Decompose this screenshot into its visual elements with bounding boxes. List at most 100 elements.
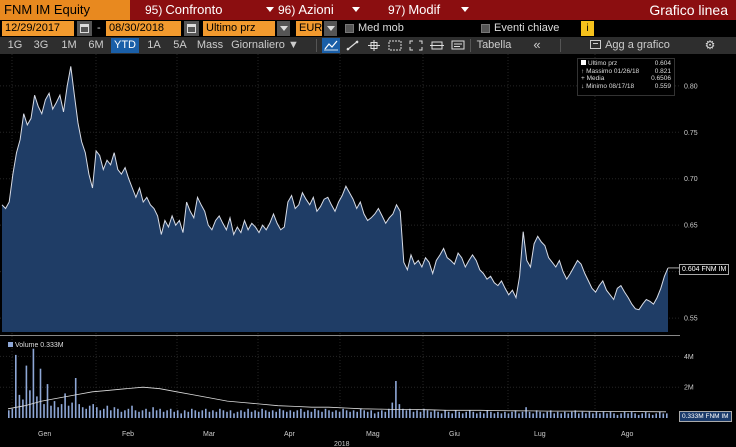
volume-bar: [328, 410, 330, 418]
volume-bar: [662, 413, 665, 418]
volume-bar: [539, 411, 541, 418]
med-mob-checkbox[interactable]: [345, 24, 354, 33]
volume-bar: [8, 410, 10, 418]
volume-bar: [74, 378, 77, 418]
volume-bar: [271, 410, 274, 418]
volume-bar: [22, 399, 24, 418]
volume-bar: [226, 411, 228, 418]
volume-bar: [191, 408, 193, 418]
menu-azioni[interactable]: 96) Azioni: [278, 0, 334, 20]
price-tick-label: 0.65: [684, 223, 698, 230]
eventi-checkbox[interactable]: [481, 24, 490, 33]
volume-bar: [585, 413, 587, 418]
volume-bar: [208, 411, 211, 418]
menu-modif[interactable]: 97) Modif: [388, 0, 440, 20]
period-select[interactable]: Giornaliero ▼: [230, 38, 300, 53]
volume-bar: [39, 368, 42, 418]
volume-bar: [282, 410, 285, 418]
volume-bar: [581, 411, 584, 418]
volume-bar: [117, 408, 119, 418]
volume-bar: [169, 408, 172, 418]
volume-bar: [623, 411, 626, 418]
volume-bar: [497, 411, 499, 418]
volume-bar: [307, 410, 309, 418]
volume-bar: [451, 413, 453, 418]
volume-bar: [264, 410, 267, 418]
tab-5a[interactable]: 5A: [173, 39, 187, 51]
volume-bar: [120, 411, 123, 418]
end-calendar-icon[interactable]: [184, 21, 199, 36]
azioni-caret-icon[interactable]: [352, 7, 360, 12]
volume-bar: [458, 411, 460, 418]
draw-tool-icon[interactable]: [344, 38, 362, 53]
gear-icon[interactable]: ⚙: [704, 38, 716, 52]
volume-bar: [247, 408, 249, 418]
tab-ytd[interactable]: YTD: [111, 38, 139, 53]
price-volume-chart[interactable]: 0.800.750.700.650.600.554M2MGenFebMarApr…: [0, 54, 736, 447]
separator: [560, 39, 561, 52]
expand-icon[interactable]: [407, 38, 425, 53]
legend-mean-marker: +: [581, 75, 587, 82]
volume-bar: [198, 411, 200, 418]
volume-bar: [423, 408, 425, 418]
price-tick-label: 0.80: [684, 83, 698, 90]
volume-bar: [50, 405, 52, 418]
volume-bar: [437, 411, 439, 418]
volume-bar: [155, 410, 158, 418]
volume-bar: [141, 410, 144, 418]
volume-bar: [490, 411, 492, 418]
legend-label: Minimo 08/17/18: [586, 82, 635, 90]
ticker-field[interactable]: FNM IM Equity: [0, 0, 130, 20]
field-select[interactable]: Ultimo prz: [203, 21, 275, 36]
legend-row-low: ↓ Minimo 08/17/18 0.559: [581, 83, 671, 91]
volume-bar: [574, 410, 577, 418]
tab-1a[interactable]: 1A: [147, 39, 161, 51]
volume-bar: [335, 410, 337, 418]
volume-bar: [391, 402, 394, 418]
start-date-field[interactable]: 12/29/2017: [2, 21, 74, 36]
date-dash: -: [97, 22, 101, 34]
crosshair-icon[interactable]: [365, 38, 383, 53]
modif-caret-icon[interactable]: [461, 7, 469, 12]
add-to-chart-button[interactable]: Agg a grafico: [566, 38, 694, 53]
volume-bar: [616, 414, 619, 418]
volume-bar: [176, 410, 179, 418]
price-tick-label: 0.70: [684, 176, 698, 183]
volume-bar: [518, 413, 520, 418]
fit-icon[interactable]: [428, 38, 446, 53]
volume-bar: [651, 414, 654, 418]
line-chart-icon[interactable]: [322, 38, 340, 53]
tab-1m[interactable]: 1M: [61, 39, 77, 51]
volume-bar: [416, 410, 418, 418]
info-button[interactable]: i: [581, 21, 594, 36]
tab-3g[interactable]: 3G: [33, 39, 49, 51]
volume-bar: [162, 411, 165, 418]
end-date-field[interactable]: 08/30/2018: [106, 21, 181, 36]
currency-dropdown-icon[interactable]: [324, 21, 337, 36]
collapse-button[interactable]: «: [533, 37, 541, 52]
volume-bar: [366, 411, 369, 418]
volume-bar: [384, 411, 387, 418]
menu-confronto[interactable]: 95) Confronto: [145, 0, 222, 20]
confronto-caret-icon[interactable]: [266, 7, 274, 12]
tabella-button[interactable]: Tabella: [476, 39, 512, 51]
volume-bar: [293, 411, 295, 418]
chart-area[interactable]: 0.800.750.700.650.600.554M2MGenFebMarApr…: [0, 54, 736, 447]
add-chart-label: Agg a grafico: [605, 39, 670, 51]
field-dropdown-icon[interactable]: [277, 21, 290, 36]
volume-bar: [627, 413, 629, 418]
start-calendar-icon[interactable]: [77, 21, 92, 36]
volume-bar: [395, 381, 397, 418]
x-tick-label: Apr: [284, 431, 296, 438]
zoom-region-icon[interactable]: [386, 38, 404, 53]
eventi-label: Eventi chiave: [494, 22, 560, 34]
legend-row-high: ↑ Massimo 01/26/18 0.821: [581, 68, 671, 76]
volume-bar: [356, 411, 358, 418]
tab-6m[interactable]: 6M: [88, 39, 104, 51]
tab-1g[interactable]: 1G: [7, 39, 23, 51]
currency-select[interactable]: EUR: [296, 21, 322, 36]
volume-bar: [511, 411, 513, 418]
volume-bar: [388, 408, 390, 418]
tab-mass[interactable]: Mass: [196, 39, 224, 51]
annotation-icon[interactable]: [449, 38, 467, 53]
